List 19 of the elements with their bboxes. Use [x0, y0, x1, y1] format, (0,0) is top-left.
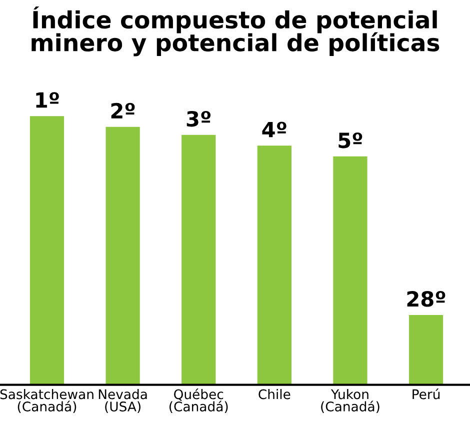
annotation: 1º [36, 92, 59, 108]
bar [333, 156, 368, 385]
x-tick-label: Chile [258, 389, 290, 400]
x-tick-label: Saskatchewan (Canadá) [0, 389, 94, 414]
bar [30, 116, 64, 385]
annotation: 3º [186, 110, 211, 127]
bar [257, 146, 292, 385]
bar [182, 134, 216, 385]
x-tick-label: Perú [412, 388, 440, 400]
annotation: 2º [111, 102, 135, 118]
annotation: 5º [338, 132, 362, 148]
x-tick-label: Québec (Canadá) [169, 388, 228, 414]
chart-title: Índice compuesto de potencial minero y potencial de políticas [32, 6, 440, 56]
bar [408, 314, 444, 385]
annotation: 4º [262, 122, 286, 138]
annotation: 28º [407, 291, 446, 307]
bar [106, 126, 140, 385]
x-tick-label: Nevada (USA) [98, 389, 147, 414]
x-tick-label: Yukon (Canadá) [321, 389, 380, 414]
